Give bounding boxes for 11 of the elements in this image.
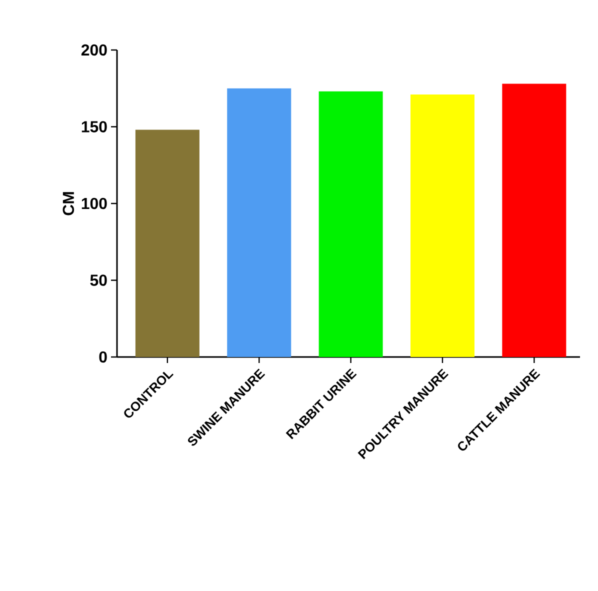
bar [410, 94, 474, 357]
y-tick-label: 200 [81, 44, 107, 56]
y-axis-title: CM [62, 192, 74, 216]
bar [135, 130, 200, 357]
bar [318, 91, 383, 357]
bar [502, 84, 566, 357]
y-tick-label: 50 [90, 274, 107, 286]
y-tick-label: 0 [99, 351, 107, 363]
y-tick-label: 100 [82, 198, 107, 210]
y-tick-label: 150 [82, 121, 107, 132]
bar [227, 88, 292, 357]
